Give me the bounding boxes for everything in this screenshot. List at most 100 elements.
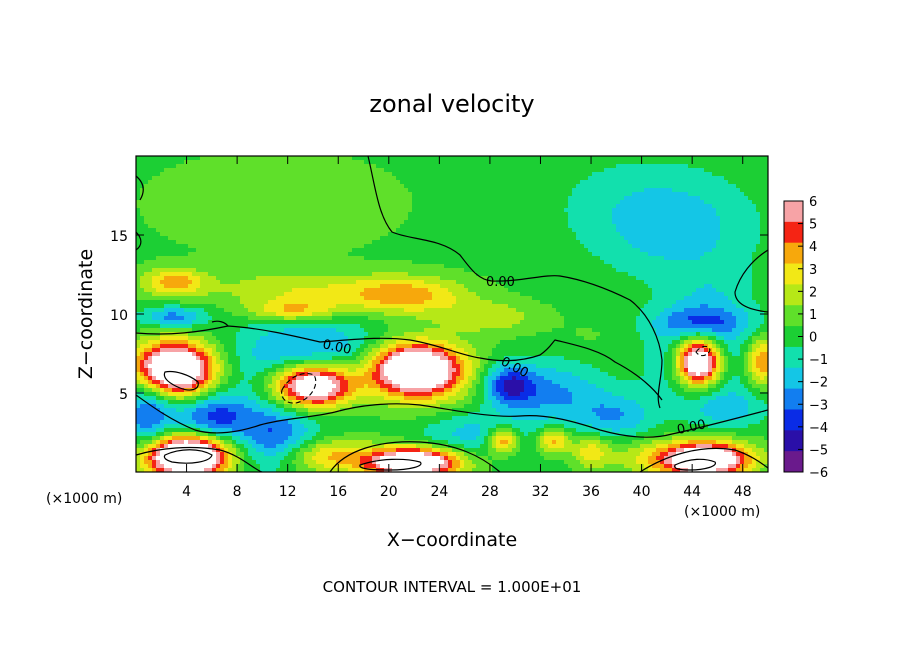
field-cell [552,204,557,209]
field-cell [492,236,497,241]
field-cell [536,228,541,233]
field-cell [688,276,693,281]
field-cell [416,188,421,193]
field-cell [344,184,349,189]
field-cell [336,256,341,261]
field-cell [632,220,637,225]
field-cell [700,192,705,197]
field-cell [388,280,393,285]
field-cell [492,276,497,281]
field-cell [208,252,213,257]
field-cell [524,180,529,185]
field-cell [748,240,753,245]
field-cell [392,156,397,161]
field-cell [336,172,341,177]
field-cell [512,172,517,177]
field-cell [564,268,569,273]
field-cell [584,156,589,161]
field-cell [288,240,293,245]
field-cell [684,276,689,281]
field-cell [248,204,253,209]
field-cell [224,188,229,193]
field-cell [576,232,581,237]
field-cell [480,264,485,269]
field-cell [272,184,277,189]
field-cell [704,180,709,185]
field-cell [204,204,209,209]
field-cell [580,212,585,217]
field-cell [548,276,553,281]
field-cell [696,248,701,253]
field-cell [256,252,261,257]
field-cell [444,264,449,269]
field-cell [620,256,625,261]
field-cell [232,248,237,253]
field-cell [500,196,505,201]
field-cell [520,240,525,245]
field-cell [248,208,253,213]
field-cell [736,200,741,205]
field-cell [192,240,197,245]
field-cell [760,156,765,161]
field-cell [236,248,241,253]
field-cell [152,228,157,233]
field-cell [540,232,545,237]
field-cell [140,224,145,229]
field-cell [748,212,753,217]
field-cell [628,276,633,281]
field-cell [620,160,625,165]
field-cell [676,276,681,281]
field-cell [568,168,573,173]
field-cell [740,216,745,221]
field-cell [348,276,353,281]
field-cell [256,228,261,233]
field-cell [708,224,713,229]
field-cell [508,196,513,201]
field-cell [764,196,768,201]
field-cell [360,228,365,233]
field-cell [584,176,589,181]
field-cell [424,228,429,233]
field-cell [184,236,189,241]
field-cell [244,228,249,233]
field-cell [512,216,517,221]
field-cell [196,168,201,173]
field-cell [572,184,577,189]
field-cell [320,200,325,205]
field-cell [636,200,641,205]
field-cell [220,204,225,209]
field-cell [384,236,389,241]
field-cell [312,160,317,165]
field-cell [156,180,161,185]
field-cell [676,168,681,173]
field-cell [620,268,625,273]
field-cell [564,172,569,177]
field-cell [640,192,645,197]
field-cell [600,264,605,269]
field-cell [392,160,397,165]
field-cell [472,228,477,233]
field-cell [428,212,433,217]
field-cell [656,216,661,221]
field-cell [564,208,569,213]
field-cell [484,208,489,213]
field-cell [560,188,565,193]
field-cell [560,276,565,281]
field-cell [296,204,301,209]
field-cell [600,168,605,173]
field-cell [268,268,273,273]
field-cell [748,276,753,281]
field-cell [216,268,221,273]
field-cell [468,176,473,181]
field-cell [764,228,768,233]
field-cell [756,256,761,261]
field-cell [216,160,221,165]
field-cell [276,236,281,241]
field-cell [344,248,349,253]
field-cell [532,244,537,249]
field-cell [424,244,429,249]
field-cell [724,248,729,253]
field-cell [600,212,605,217]
field-cell [312,272,317,277]
field-cell [228,176,233,181]
